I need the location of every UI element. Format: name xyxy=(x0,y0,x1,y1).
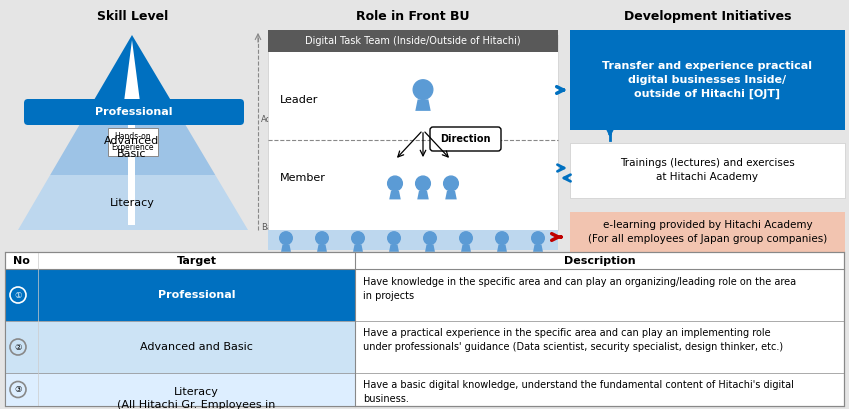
Circle shape xyxy=(444,176,458,191)
Polygon shape xyxy=(353,245,363,252)
Text: Direction: Direction xyxy=(440,134,490,144)
Text: Professional: Professional xyxy=(95,107,172,117)
Circle shape xyxy=(388,176,402,191)
Circle shape xyxy=(424,232,436,245)
FancyBboxPatch shape xyxy=(268,30,558,52)
Text: Leader: Leader xyxy=(280,95,318,105)
Text: Transfer and experience practical
digital businesses Inside/
outside of Hitachi : Transfer and experience practical digita… xyxy=(603,61,812,99)
Polygon shape xyxy=(18,175,248,230)
Polygon shape xyxy=(445,191,457,200)
Text: Basic: Basic xyxy=(261,222,284,231)
Text: Advanced and Basic: Advanced and Basic xyxy=(140,342,253,352)
FancyBboxPatch shape xyxy=(5,373,355,406)
Text: Description: Description xyxy=(564,256,635,265)
Polygon shape xyxy=(389,245,399,252)
FancyBboxPatch shape xyxy=(570,143,845,198)
Text: ③: ③ xyxy=(14,385,22,394)
Polygon shape xyxy=(128,125,136,225)
Polygon shape xyxy=(50,120,216,175)
Polygon shape xyxy=(425,245,435,252)
Text: Have a basic digital knowledge, understand the fundamental content of Hitachi's : Have a basic digital knowledge, understa… xyxy=(363,380,794,404)
FancyBboxPatch shape xyxy=(5,269,355,321)
Circle shape xyxy=(531,232,544,245)
Text: Skill Level: Skill Level xyxy=(98,10,169,23)
Text: Development Initiatives: Development Initiatives xyxy=(624,10,791,23)
Text: Trainings (lectures) and exercises
at Hitachi Academy: Trainings (lectures) and exercises at Hi… xyxy=(620,159,795,182)
Text: Role in Front BU: Role in Front BU xyxy=(357,10,469,23)
FancyBboxPatch shape xyxy=(268,35,558,230)
FancyBboxPatch shape xyxy=(430,127,501,151)
FancyBboxPatch shape xyxy=(108,128,158,156)
Polygon shape xyxy=(121,40,143,125)
FancyBboxPatch shape xyxy=(268,230,558,250)
Text: Target: Target xyxy=(177,256,216,265)
Polygon shape xyxy=(389,191,401,200)
Circle shape xyxy=(351,232,364,245)
Circle shape xyxy=(496,232,509,245)
Text: Literacy
(All Hitachi Gr. Employees in
Japan): Literacy (All Hitachi Gr. Employees in J… xyxy=(117,387,276,409)
Text: No: No xyxy=(13,256,30,265)
Polygon shape xyxy=(533,245,543,252)
FancyBboxPatch shape xyxy=(5,321,355,373)
Polygon shape xyxy=(417,191,429,200)
FancyBboxPatch shape xyxy=(24,99,244,125)
Circle shape xyxy=(459,232,472,245)
Text: ②: ② xyxy=(14,342,22,351)
Text: Member: Member xyxy=(280,173,326,183)
Text: Advanced: Advanced xyxy=(261,115,303,124)
Text: Literacy: Literacy xyxy=(110,198,155,207)
Text: Digital Task Team (Inside/Outside of Hitachi): Digital Task Team (Inside/Outside of Hit… xyxy=(305,36,520,46)
Text: ①: ① xyxy=(14,290,22,299)
FancyBboxPatch shape xyxy=(5,252,844,406)
Text: Have a practical experience in the specific area and can play an implementing ro: Have a practical experience in the speci… xyxy=(363,328,783,352)
Circle shape xyxy=(279,232,292,245)
Text: Professional: Professional xyxy=(158,290,235,300)
Circle shape xyxy=(416,176,430,191)
Text: Hands-on
Experience: Hands-on Experience xyxy=(112,132,155,152)
Circle shape xyxy=(413,80,433,99)
Text: Have knowledge in the specific area and can play an organizing/leading role on t: Have knowledge in the specific area and … xyxy=(363,277,796,301)
Polygon shape xyxy=(415,99,430,111)
Circle shape xyxy=(388,232,400,245)
Circle shape xyxy=(316,232,329,245)
Polygon shape xyxy=(281,245,291,252)
Text: Advanced
Basic: Advanced Basic xyxy=(104,136,160,159)
Polygon shape xyxy=(461,245,471,252)
Polygon shape xyxy=(82,35,183,120)
FancyBboxPatch shape xyxy=(570,30,845,130)
Polygon shape xyxy=(317,245,327,252)
FancyBboxPatch shape xyxy=(570,212,845,252)
Text: e-learning provided by Hitachi Academy
(For all employees of Japan group compani: e-learning provided by Hitachi Academy (… xyxy=(588,220,827,244)
Polygon shape xyxy=(497,245,507,252)
